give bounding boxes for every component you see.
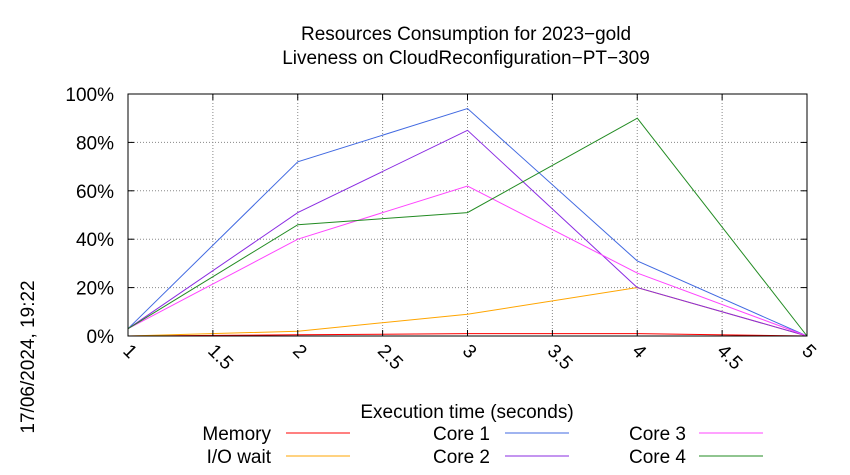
x-tick-label: 5	[797, 341, 819, 363]
legend-label-core-4: Core 4	[629, 447, 686, 468]
x-axis-label: Execution time (seconds)	[360, 402, 573, 423]
y-tick-label: 40%	[76, 230, 114, 251]
grid	[128, 94, 807, 336]
y-axis: 0% 20% 40% 60% 80% 100%	[65, 85, 807, 348]
legend-label-i-o-wait: I/O wait	[207, 447, 272, 468]
timestamp-label: 17/06/2024, 19:22	[18, 280, 39, 433]
y-tick-label: 0%	[87, 327, 115, 348]
series-line-core-2	[127, 129, 808, 337]
y-tick-label: 80%	[76, 133, 114, 154]
legend-label-core-3: Core 3	[629, 424, 686, 445]
legend-label-core-1: Core 1	[433, 424, 490, 445]
legend-label-core-2: Core 2	[433, 447, 490, 468]
y-tick-label: 60%	[76, 182, 114, 203]
x-tick-label: 4.5	[713, 341, 747, 375]
chart-title: Resources Consumption for 2023−gold	[301, 24, 631, 45]
series-line-core-1	[127, 107, 808, 337]
chart-subtitle: Liveness on CloudReconfiguration−PT−309	[282, 48, 650, 69]
x-tick-label: 1	[118, 341, 140, 363]
x-tick-label: 2.5	[373, 341, 407, 375]
x-tick-label: 3	[458, 341, 480, 363]
y-tick-label: 100%	[65, 85, 114, 106]
legend-label-memory: Memory	[202, 424, 271, 445]
x-tick-label: 2	[288, 341, 310, 363]
x-tick-label: 1.5	[203, 341, 237, 375]
series-line-core-3	[127, 185, 808, 337]
x-tick-label: 4	[628, 341, 651, 364]
y-tick-label: 20%	[76, 279, 114, 300]
series-line-core-4	[127, 117, 808, 337]
x-tick-label: 3.5	[543, 341, 577, 375]
